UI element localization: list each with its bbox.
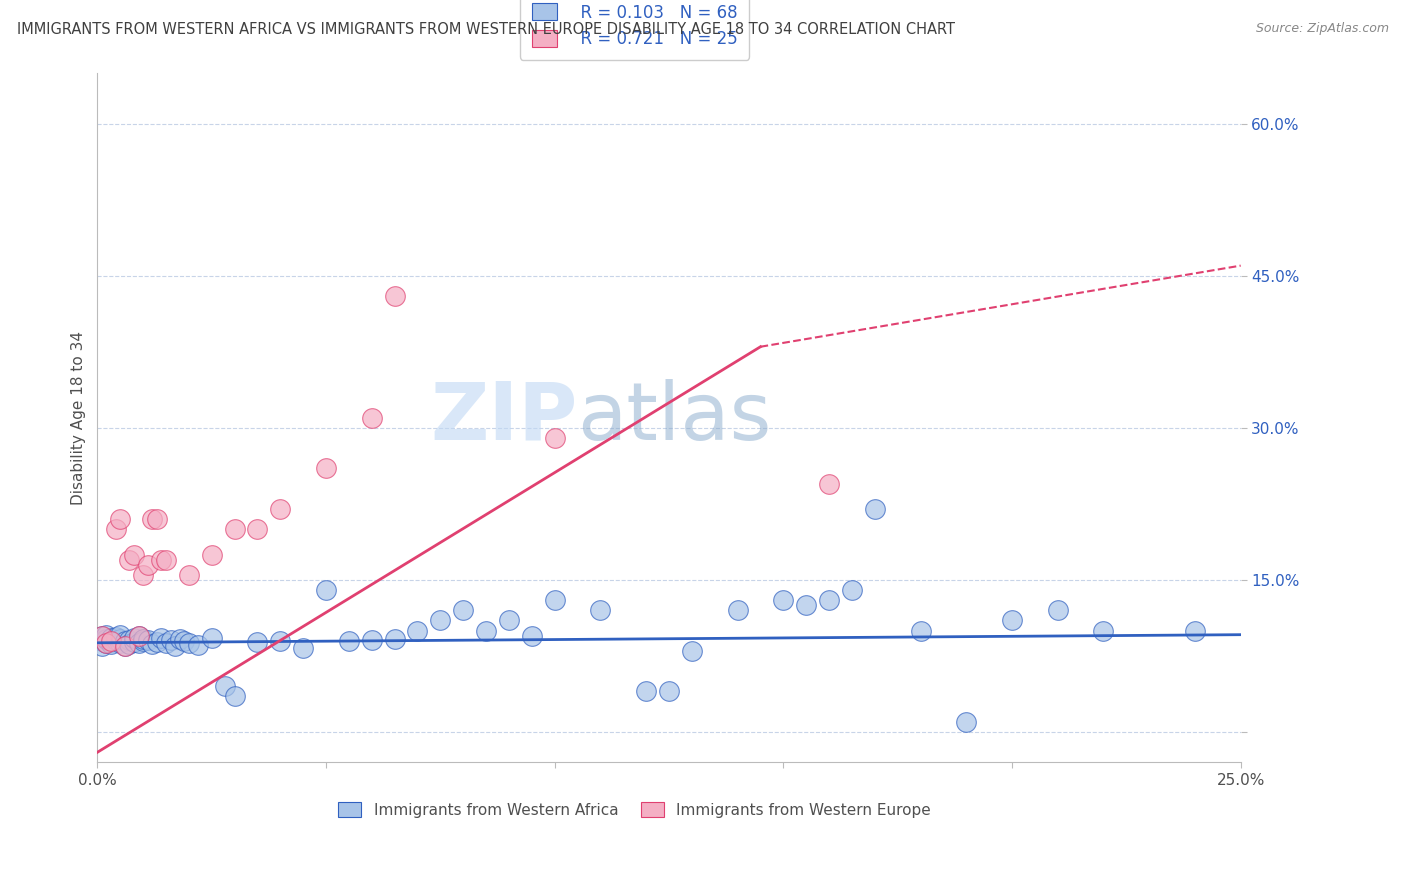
Point — [122, 631, 145, 645]
Point — [863, 502, 886, 516]
Point — [169, 632, 191, 646]
Point — [90, 629, 112, 643]
Point — [118, 637, 141, 651]
Point — [910, 624, 932, 638]
Point — [224, 522, 246, 536]
Point — [772, 593, 794, 607]
Point — [114, 633, 136, 648]
Point — [1046, 603, 1069, 617]
Point — [292, 640, 315, 655]
Point — [104, 630, 127, 644]
Point — [658, 684, 681, 698]
Point — [544, 431, 567, 445]
Point — [132, 567, 155, 582]
Point — [187, 638, 209, 652]
Point — [150, 631, 173, 645]
Point — [114, 639, 136, 653]
Point — [96, 632, 118, 646]
Point — [155, 636, 177, 650]
Point — [159, 632, 181, 647]
Point — [118, 632, 141, 647]
Point — [429, 614, 451, 628]
Point — [96, 636, 118, 650]
Point — [384, 632, 406, 646]
Point — [110, 512, 132, 526]
Point — [100, 634, 122, 648]
Text: atlas: atlas — [578, 379, 772, 457]
Point — [498, 614, 520, 628]
Point — [681, 644, 703, 658]
Point — [173, 633, 195, 648]
Point — [818, 593, 841, 607]
Point — [132, 633, 155, 648]
Point — [110, 632, 132, 646]
Point — [146, 512, 169, 526]
Point — [136, 632, 159, 647]
Point — [589, 603, 612, 617]
Point — [246, 522, 269, 536]
Point — [794, 599, 817, 613]
Point — [100, 633, 122, 648]
Point — [177, 567, 200, 582]
Y-axis label: Disability Age 18 to 34: Disability Age 18 to 34 — [72, 331, 86, 505]
Point — [141, 512, 163, 526]
Point — [132, 632, 155, 646]
Point — [636, 684, 658, 698]
Point — [128, 629, 150, 643]
Point — [315, 461, 337, 475]
Point — [818, 476, 841, 491]
Point — [150, 552, 173, 566]
Point — [104, 632, 127, 647]
Point — [841, 583, 863, 598]
Point — [269, 502, 291, 516]
Point — [110, 628, 132, 642]
Point — [315, 583, 337, 598]
Point — [406, 624, 429, 638]
Text: Source: ZipAtlas.com: Source: ZipAtlas.com — [1256, 22, 1389, 36]
Point — [520, 629, 543, 643]
Legend: Immigrants from Western Africa, Immigrants from Western Europe: Immigrants from Western Africa, Immigran… — [332, 796, 938, 823]
Point — [155, 552, 177, 566]
Point — [100, 631, 122, 645]
Point — [165, 639, 187, 653]
Point — [201, 548, 224, 562]
Text: ZIP: ZIP — [430, 379, 578, 457]
Point — [96, 628, 118, 642]
Point — [114, 639, 136, 653]
Point — [128, 629, 150, 643]
Point — [100, 637, 122, 651]
Point — [544, 593, 567, 607]
Point — [122, 548, 145, 562]
Point — [269, 633, 291, 648]
Point — [141, 637, 163, 651]
Point — [90, 639, 112, 653]
Point — [1092, 624, 1115, 638]
Point — [136, 558, 159, 572]
Point — [360, 632, 382, 647]
Point — [451, 603, 474, 617]
Point — [177, 636, 200, 650]
Point — [110, 636, 132, 650]
Point — [90, 629, 112, 643]
Point — [246, 634, 269, 648]
Point — [146, 634, 169, 648]
Point — [360, 410, 382, 425]
Point — [224, 689, 246, 703]
Point — [128, 636, 150, 650]
Point — [90, 633, 112, 648]
Point — [384, 289, 406, 303]
Point — [201, 631, 224, 645]
Point — [337, 633, 360, 648]
Point — [1184, 624, 1206, 638]
Point — [955, 714, 977, 729]
Point — [118, 552, 141, 566]
Point — [1001, 614, 1024, 628]
Point — [727, 603, 749, 617]
Point — [475, 624, 498, 638]
Text: IMMIGRANTS FROM WESTERN AFRICA VS IMMIGRANTS FROM WESTERN EUROPE DISABILITY AGE : IMMIGRANTS FROM WESTERN AFRICA VS IMMIGR… — [17, 22, 955, 37]
Point — [96, 636, 118, 650]
Point — [214, 679, 236, 693]
Point — [122, 634, 145, 648]
Point — [104, 522, 127, 536]
